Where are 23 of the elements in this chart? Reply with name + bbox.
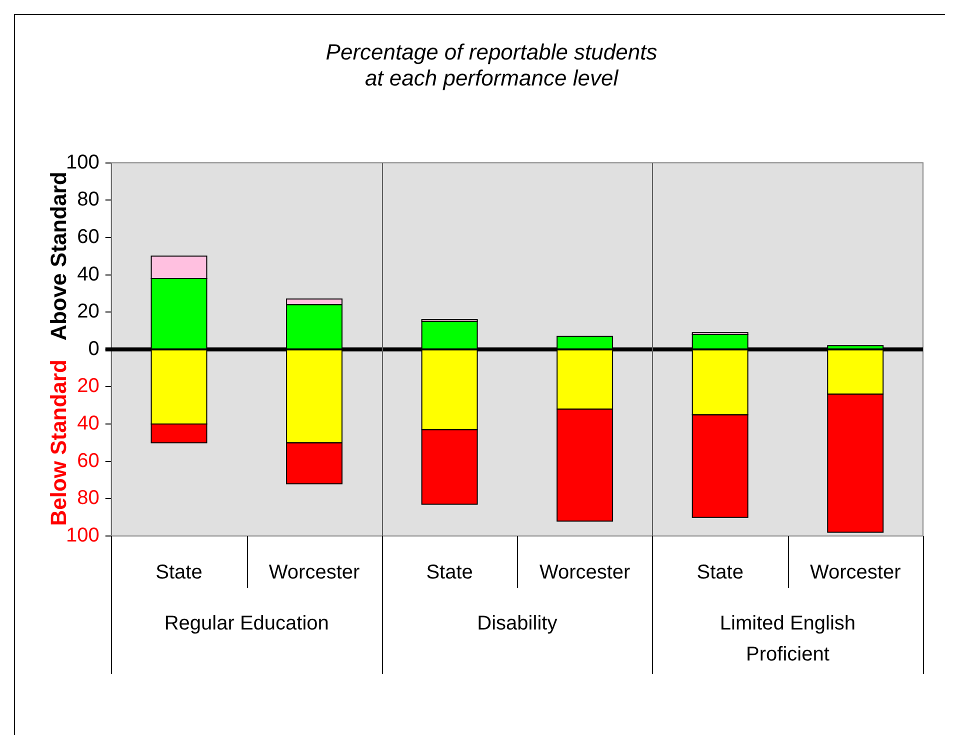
y-tick-label: 80 [77,188,100,211]
y-tick-label: 60 [77,450,100,472]
y-tick-label: 20 [77,300,100,323]
text: Limited English Proficient [720,612,856,666]
text: Regular Education [164,612,329,635]
chart-title: Percentage of reportable students at each performance level [326,39,658,91]
text: Below Standard [46,360,72,526]
x-tick-label: Worcester [810,562,902,584]
y-tick-label: 80 [77,487,100,510]
y-axis-title: Above Standard [46,172,72,340]
x-tick-label: State [156,562,202,584]
x-tick-label: State [426,562,473,584]
y-tick-label: 0 [88,338,100,360]
y-tick-label: 100 [66,524,100,547]
y-tick-label: 100 [66,151,100,174]
y-tick-label: 60 [77,226,100,248]
y-tick-label: 40 [77,412,100,435]
x-tick-label: State [696,562,744,584]
x-tick-label: Worcester [539,562,631,584]
y-tick-label: 40 [77,263,100,286]
text: Disability [477,612,558,635]
x-tick-label: Worcester [268,562,360,584]
y-tick-label: 20 [77,375,100,398]
